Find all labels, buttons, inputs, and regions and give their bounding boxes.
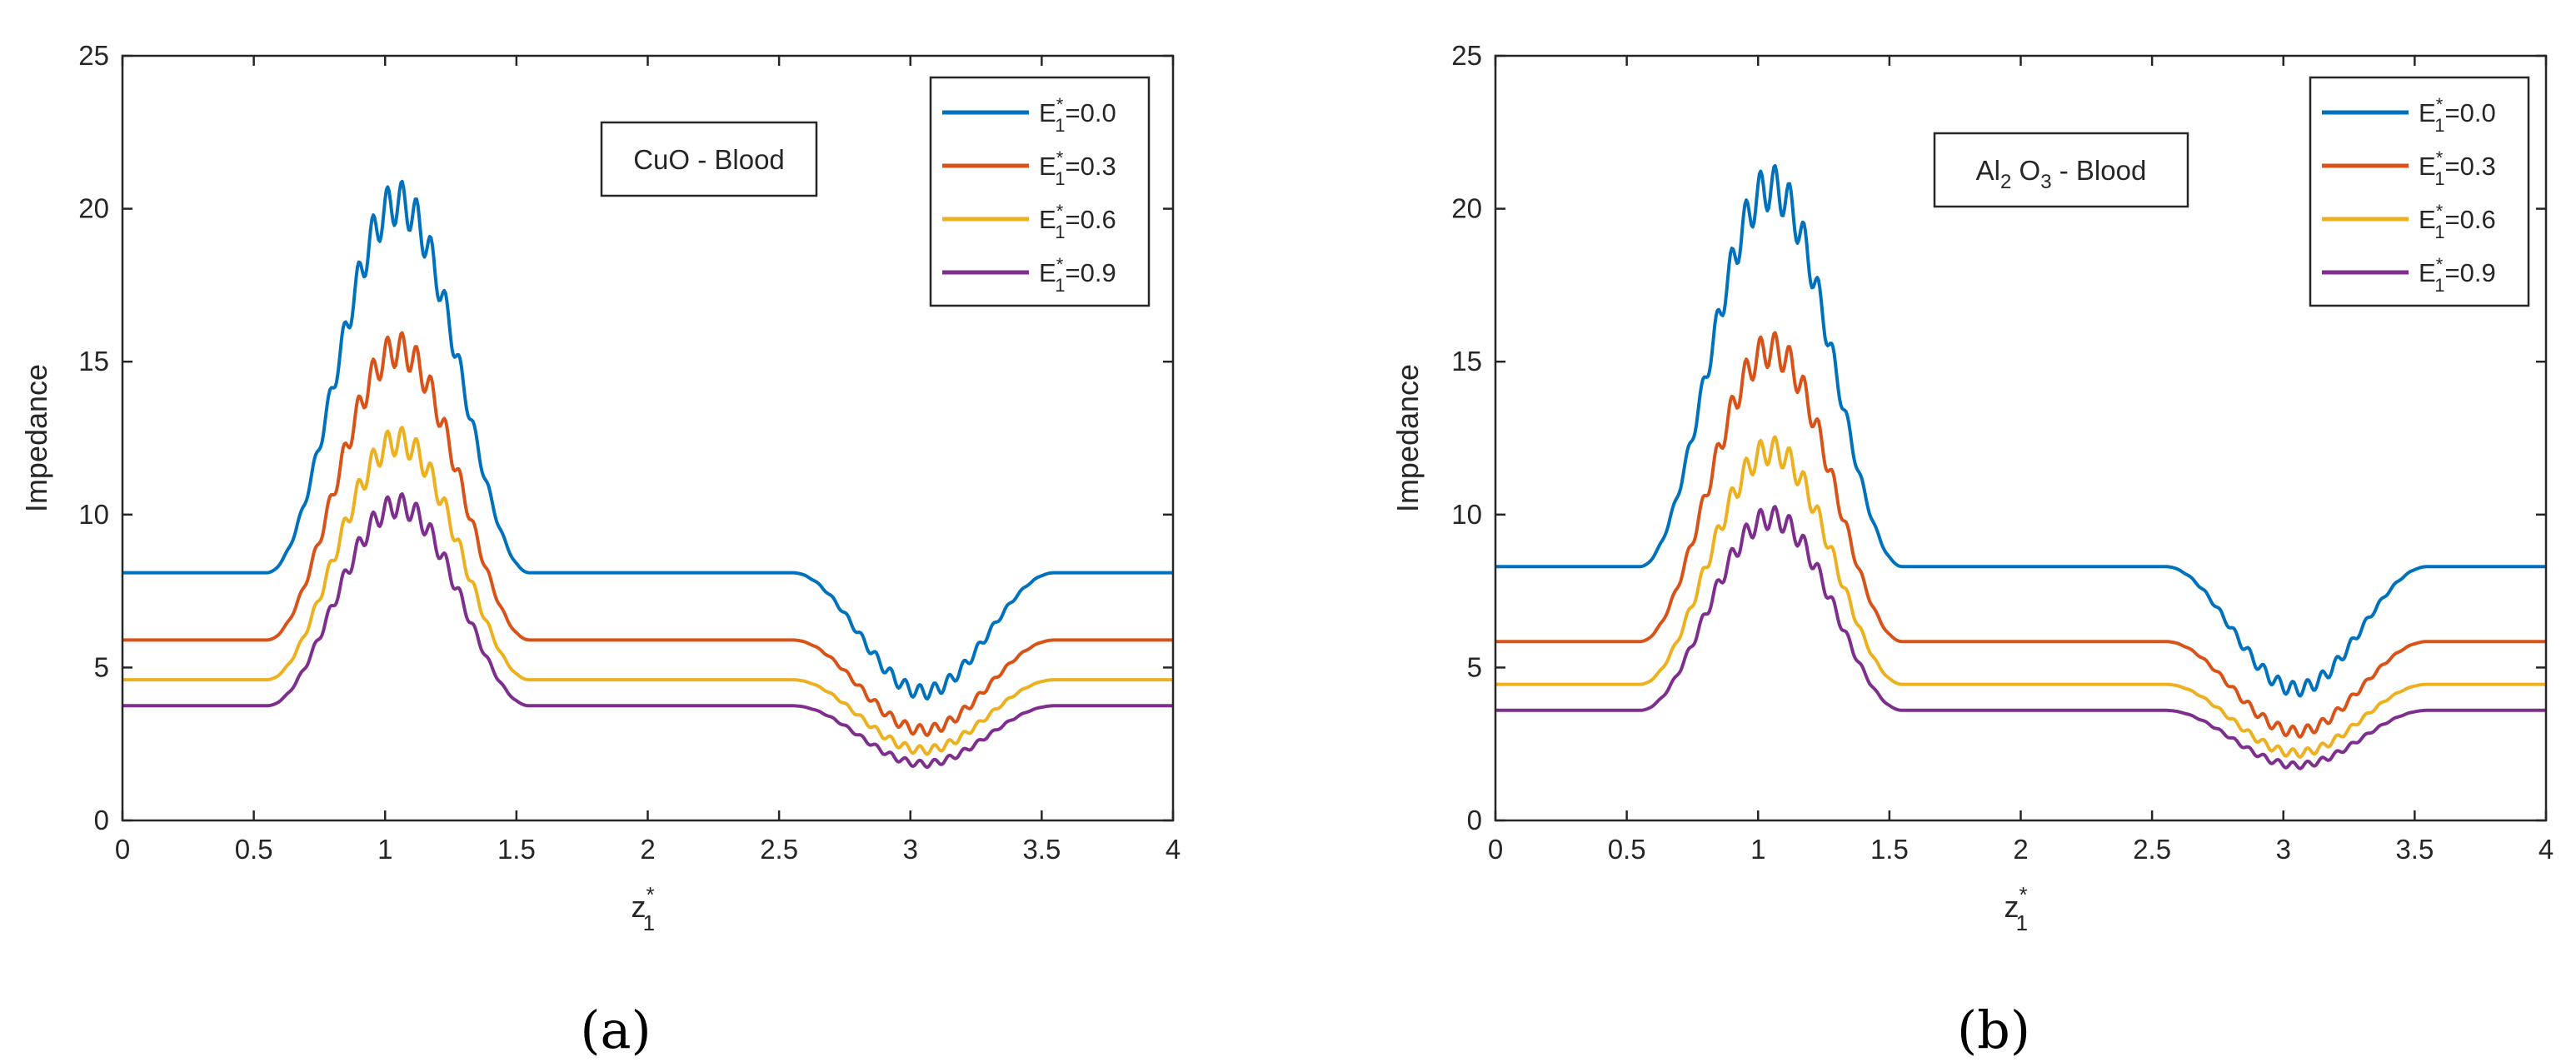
annotation-box <box>600 121 818 197</box>
x-tick-label: 2 <box>2013 834 2028 865</box>
x-tick-label: 3.5 <box>1022 834 1061 865</box>
panel-label: (b) <box>1957 1000 2030 1060</box>
legend-label: E* 1=0.0 <box>1039 94 1116 136</box>
series-line-0 <box>1495 163 2547 698</box>
chart-panel-a: 0 0.5 1 1.5 2 2.5 3 3.5 4 0 5 10 15 20 25 Impedance z* 1 C… <box>19 40 1181 1060</box>
x-tick-label: 1.5 <box>1870 834 1909 865</box>
x-tick-label: 4 <box>1166 834 1181 865</box>
y-axis-label: Impedance <box>19 364 53 512</box>
legend-box <box>2309 76 2530 307</box>
x-tick-label: 2.5 <box>2133 834 2171 865</box>
y-axis-label: Impedance <box>1390 364 1425 512</box>
x-tick-label: 0.5 <box>235 834 273 865</box>
chart-panel-b: 0 0.5 1 1.5 2 2.5 3 3.5 4 0 5 10 15 20 25 Impedance z* 1 A… <box>1390 40 2554 1060</box>
x-tick-label: 1.5 <box>497 834 536 865</box>
x-tick-label: 2.5 <box>760 834 798 865</box>
x-tick-label: 0 <box>115 834 130 865</box>
series-line-1 <box>1495 331 2547 739</box>
annotation-text: Al2 O3 - Blood <box>1976 155 2147 193</box>
x-tick-label: 3.5 <box>2395 834 2434 865</box>
legend-label: E* 1=0.9 <box>2419 254 2496 296</box>
x-tick-label: 2 <box>640 834 655 865</box>
legend-label: E* 1=0.3 <box>2419 147 2496 189</box>
legend-label: E* 1=0.6 <box>2419 201 2496 242</box>
series-line-0 <box>122 179 1174 701</box>
annotation-text: CuO - Blood <box>633 144 785 175</box>
y-tick-label: 15 <box>1451 346 1482 376</box>
x-tick-label: 0.5 <box>1608 834 1646 865</box>
x-axis-label: z* 1 <box>2004 882 2029 935</box>
y-tick-label: 25 <box>1451 40 1482 71</box>
legend-box <box>929 76 1151 307</box>
x-tick-label: 3 <box>2276 834 2291 865</box>
y-tick-label: 10 <box>1451 499 1482 530</box>
series-line-2 <box>122 426 1174 756</box>
legend-label: E* 1=0.0 <box>2419 94 2496 136</box>
y-tick-label: 0 <box>1467 805 1482 835</box>
x-axis-label: z* 1 <box>632 882 656 935</box>
y-tick-label: 10 <box>78 499 109 530</box>
y-tick-label: 25 <box>78 40 109 71</box>
legend-label: E* 1=0.6 <box>1039 201 1116 242</box>
y-tick-label: 5 <box>1467 651 1482 682</box>
series-line-2 <box>1495 435 2547 759</box>
series-line-1 <box>122 331 1174 737</box>
y-tick-label: 20 <box>1451 193 1482 224</box>
y-tick-label: 5 <box>94 651 109 682</box>
x-tick-label: 0 <box>1488 834 1503 865</box>
x-tick-label: 1 <box>1750 834 1765 865</box>
series-line-3 <box>122 492 1174 770</box>
series-line-3 <box>1495 505 2547 770</box>
x-tick-label: 1 <box>377 834 392 865</box>
y-tick-label: 20 <box>78 193 109 224</box>
x-tick-label: 4 <box>2539 834 2554 865</box>
panel-label: (a) <box>580 1000 651 1060</box>
legend-label: E* 1=0.9 <box>1039 254 1116 296</box>
legend-label: E* 1=0.3 <box>1039 147 1116 189</box>
y-tick-label: 0 <box>94 805 109 835</box>
y-tick-label: 15 <box>78 346 109 376</box>
annotation-box <box>1933 132 2189 208</box>
x-tick-label: 3 <box>903 834 918 865</box>
